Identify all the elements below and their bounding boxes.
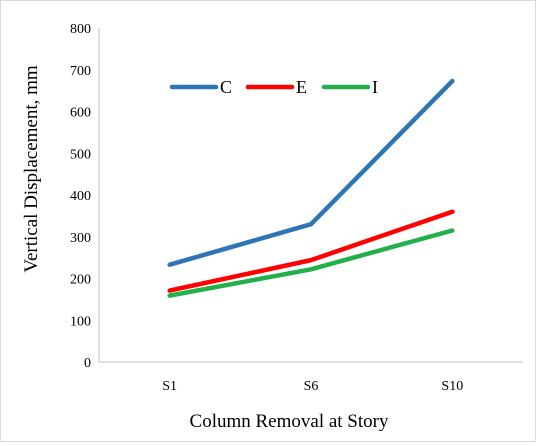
series-line-c [167,78,455,267]
x-axis-title: Column Removal at Story [190,411,389,432]
y-tick-label: 700 [70,64,91,79]
x-tick-label: S1 [162,379,177,394]
y-axis-ticks: 0 100 200 300 400 500 600 700 800 [70,22,91,371]
y-tick-label: 0 [84,356,91,371]
y-axis-title: Vertical Displacement, mm [21,65,42,273]
y-tick-label: 200 [70,273,91,288]
x-tick-label: S6 [304,379,319,394]
legend-label-e: E [296,77,307,97]
y-tick-label: 100 [70,314,91,329]
y-tick-label: 500 [70,147,91,162]
legend-label-i: I [372,77,378,97]
x-axis-ticks: S1 S6 S10 [162,379,463,394]
y-tick-label: 300 [70,231,91,246]
y-tick-label: 800 [70,22,91,37]
series-line-e [167,209,455,293]
y-tick-label: 600 [70,106,91,121]
legend-label-c: C [220,77,232,97]
x-tick-label: S10 [441,379,463,394]
series-line-i [167,228,455,298]
series-lines [167,78,455,298]
y-tick-label: 400 [70,189,91,204]
axes [98,28,523,363]
